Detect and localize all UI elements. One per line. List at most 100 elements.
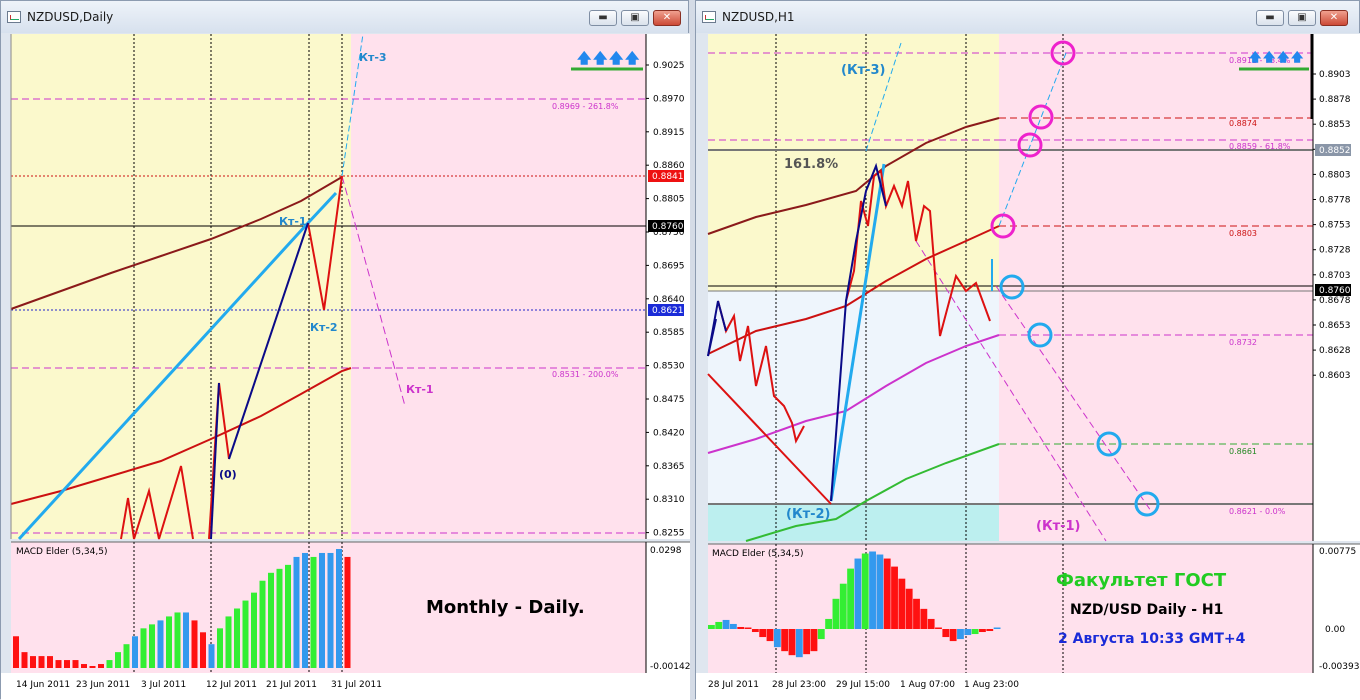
price-zigzag-red bbox=[717, 300, 805, 444]
label-kt1: (Кт-1) bbox=[1036, 519, 1080, 534]
macd-bar bbox=[957, 629, 964, 640]
close-button[interactable]: ✕ bbox=[1320, 10, 1348, 26]
label-point-zero: (0) bbox=[219, 468, 237, 481]
macd-bar bbox=[883, 558, 891, 629]
minimize-button[interactable]: ▬ bbox=[589, 10, 617, 26]
right-chart-canvas[interactable]: (Кт-3) (Кт-2) (Кт-1) 161.8% 0.8911 - 78.4% 0.… bbox=[696, 1, 1360, 700]
macd-bar bbox=[310, 556, 317, 668]
price-zigzag-red bbox=[707, 373, 832, 505]
macd-bar bbox=[971, 629, 979, 635]
macd-bar bbox=[847, 568, 854, 629]
right-window-title: NZDUSD,H1 bbox=[722, 10, 795, 24]
channel-line-ext bbox=[306, 191, 338, 225]
right-chart-window[interactable]: NZDUSD,H1 ▬ ▣ ✕ (Кт-3) (Кт-2) (Кт-1) 161.8%… bbox=[695, 0, 1360, 700]
macd-bar bbox=[708, 624, 715, 629]
restore-button[interactable]: ▣ bbox=[1288, 10, 1316, 26]
price-axis-bg bbox=[646, 34, 690, 539]
macd-axis-label: -0.00393 bbox=[1319, 662, 1359, 672]
chart-icon bbox=[7, 11, 21, 23]
up-arrow-icon: 🡅 bbox=[577, 51, 592, 67]
left-chart-canvas[interactable]: Кт-1Кт-2Кт-3Кт-1(0)🡅 🡅 🡅 🡅0.8969 - 261.8%0.… bbox=[1, 1, 690, 700]
macd-bar bbox=[106, 660, 113, 668]
time-tick-label: 21 Jul 2011 bbox=[266, 680, 317, 690]
macd-bar bbox=[319, 552, 325, 668]
macd-bar bbox=[344, 556, 351, 668]
macd-name: MACD Elder (5,34,5) bbox=[712, 549, 804, 559]
price-tick-label: 0.8853 bbox=[1319, 120, 1351, 130]
restore-button[interactable]: ▣ bbox=[621, 10, 649, 26]
macd-bar bbox=[832, 598, 840, 629]
close-button[interactable]: ✕ bbox=[653, 10, 681, 26]
channel-line bbox=[829, 163, 886, 502]
minimize-button[interactable]: ▬ bbox=[1256, 10, 1284, 26]
time-tick-label: 1 Aug 07:00 bbox=[900, 680, 955, 690]
target-circle-cyan bbox=[999, 274, 1025, 300]
price-tick-label: 0.8585 bbox=[653, 328, 685, 338]
macd-name: MACD Elder (5,34,5) bbox=[16, 547, 108, 557]
target-line-down bbox=[995, 285, 1152, 512]
macd-bar bbox=[854, 558, 862, 629]
channel-line bbox=[17, 221, 310, 541]
macd-bar bbox=[81, 664, 87, 668]
macd-bar bbox=[30, 656, 36, 668]
macd-bar bbox=[293, 556, 300, 668]
macd-bar bbox=[795, 629, 803, 658]
label-kt1: Кт-1 bbox=[279, 215, 307, 228]
target-line-kt1 bbox=[341, 175, 406, 407]
price-tag-black bbox=[1315, 284, 1351, 296]
left-titlebar[interactable]: NZDUSD,Daily ▬ ▣ ✕ bbox=[1, 1, 688, 33]
chart-icon bbox=[702, 11, 716, 23]
macd-bar bbox=[817, 629, 825, 640]
price-tag-red-label: 0.8841 bbox=[652, 172, 684, 182]
macd-bar bbox=[729, 623, 737, 629]
price-zigzag-navy bbox=[210, 382, 220, 540]
macd-note: Monthly - Daily. bbox=[426, 597, 585, 618]
macd-bar bbox=[64, 660, 70, 668]
macd-bar bbox=[285, 564, 291, 668]
macd-bar bbox=[810, 629, 818, 652]
history-zone bbox=[11, 34, 351, 539]
moving-average-magenta bbox=[707, 334, 1000, 454]
target-line-up bbox=[998, 52, 1067, 227]
price-tag-black-label: 0.8760 bbox=[652, 222, 684, 232]
level-label: 0.8621 - 0.0% bbox=[1229, 507, 1286, 516]
time-tick-label: 29 Jul 15:00 bbox=[836, 680, 890, 690]
fib-label: 0.8969 - 261.8% bbox=[552, 102, 619, 111]
label-kt3: (Кт-3) bbox=[841, 63, 885, 78]
macd-bar bbox=[132, 636, 138, 668]
time-tick-label: 28 Jul 2011 bbox=[708, 680, 759, 690]
macd-axis-label: 0.0298 bbox=[650, 546, 682, 556]
macd-bar bbox=[825, 618, 833, 629]
macd-bar bbox=[905, 588, 913, 629]
macd-bar bbox=[183, 612, 189, 668]
price-tick-label: 0.8678 bbox=[1319, 296, 1351, 306]
projection-zone bbox=[999, 34, 1313, 541]
target-circle-cyan bbox=[1096, 431, 1122, 457]
macd-bar bbox=[259, 580, 266, 668]
price-tick-label: 0.8310 bbox=[653, 495, 685, 505]
left-chart-window[interactable]: NZDUSD,Daily ▬ ▣ ✕ Кт-1 Кт-2 Кт-3 Кт-1 (0) 🡅 🡅… bbox=[0, 0, 690, 700]
right-titlebar[interactable]: NZDUSD,H1 ▬ ▣ ✕ bbox=[696, 1, 1359, 33]
price-zigzag-navy bbox=[228, 222, 309, 460]
moving-average-red bbox=[10, 367, 352, 505]
macd-axis-bg bbox=[1313, 544, 1360, 673]
price-tick-label: 0.8703 bbox=[1319, 271, 1351, 281]
macd-bar bbox=[72, 660, 79, 668]
price-tick-label: 0.8475 bbox=[653, 395, 685, 405]
time-tick-label: 3 Jul 2011 bbox=[141, 680, 186, 690]
level-label: 0.8732 bbox=[1229, 338, 1257, 347]
time-tick-label: 23 Jun 2011 bbox=[76, 680, 130, 690]
up-arrow-icon: 🡅 bbox=[1277, 50, 1290, 64]
up-arrow-icon: 🡅 bbox=[1263, 50, 1276, 64]
macd-bar bbox=[268, 572, 274, 668]
price-tick-label: 0.8778 bbox=[1319, 196, 1351, 206]
price-tick-label: 0.8903 bbox=[1319, 70, 1351, 80]
price-tick-label: 0.8915 bbox=[653, 128, 685, 138]
macd-bar bbox=[242, 600, 249, 668]
macd-note-title: Факультет ГОСТ bbox=[1056, 570, 1227, 591]
time-axis-bg bbox=[696, 673, 1360, 700]
price-tick-label: 0.8603 bbox=[1319, 371, 1351, 381]
moving-average-dark bbox=[10, 176, 343, 310]
macd-bar bbox=[336, 549, 342, 668]
macd-bar bbox=[876, 554, 884, 629]
